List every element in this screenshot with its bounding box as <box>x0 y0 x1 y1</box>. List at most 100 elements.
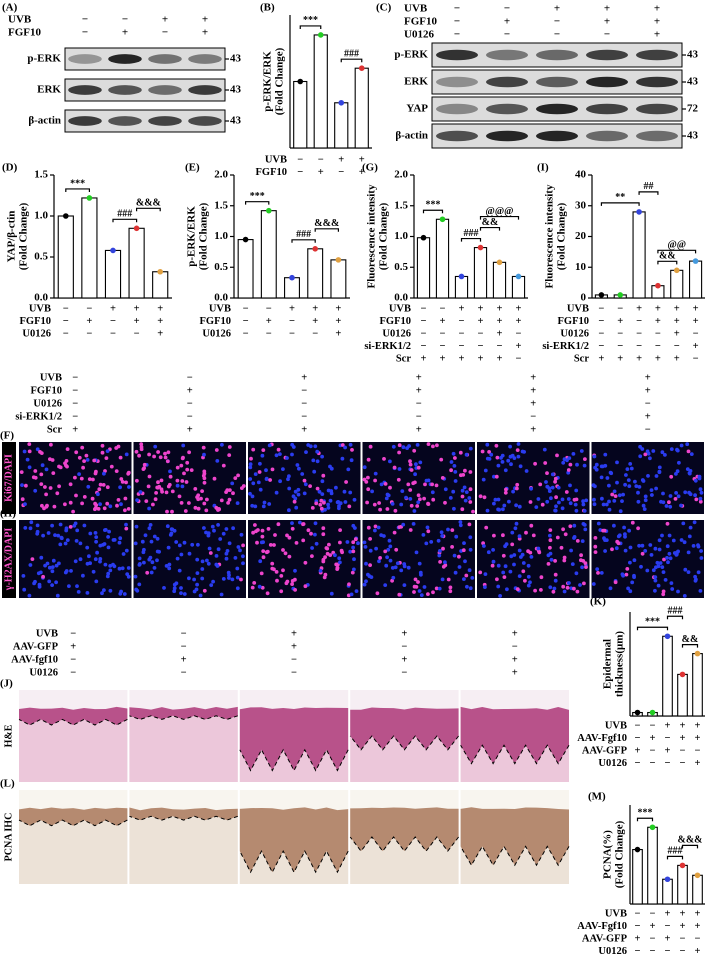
nucleus <box>106 535 110 539</box>
condition-sign: − <box>650 720 656 731</box>
nucleus <box>168 533 173 537</box>
condition-sign: + <box>289 303 295 314</box>
nucleus <box>91 569 96 574</box>
nucleus <box>637 543 641 548</box>
nucleus <box>231 526 236 531</box>
basement-line <box>349 836 459 852</box>
significance-bracket <box>681 644 699 648</box>
nucleus <box>463 498 468 503</box>
nucleus <box>257 470 262 474</box>
nucleus <box>335 500 340 505</box>
blot-band <box>148 116 182 126</box>
nucleus <box>416 493 421 498</box>
nucleus <box>80 501 84 506</box>
y-tick-label: 1.0 <box>214 230 228 242</box>
condition-sign: + <box>693 316 699 327</box>
nucleus <box>292 499 297 504</box>
nucleus <box>646 474 650 478</box>
epidermis <box>19 706 128 725</box>
nucleus <box>462 541 466 545</box>
nucleus <box>583 527 588 532</box>
condition-sign: + <box>335 303 341 314</box>
nucleus <box>177 543 182 548</box>
nucleus <box>434 586 439 591</box>
nucleus <box>20 497 25 502</box>
condition-sign: − <box>289 316 295 327</box>
nucleus <box>102 506 107 511</box>
blot-row-label: p-ERK <box>27 53 61 65</box>
nucleus <box>94 579 99 584</box>
nucleus <box>165 509 169 514</box>
condition-sign: + <box>301 372 307 383</box>
nucleus <box>290 582 294 586</box>
nucleus <box>75 584 79 588</box>
nucleus <box>298 520 302 525</box>
condition-sign: + <box>604 3 610 15</box>
nucleus <box>528 500 533 504</box>
condition-sign: − <box>650 908 656 919</box>
panel-label: (A) <box>2 2 18 14</box>
nucleus <box>581 502 586 507</box>
condition-sign: + <box>122 27 128 39</box>
nucleus <box>185 460 190 465</box>
nucleus <box>272 567 276 572</box>
nucleus <box>321 532 326 537</box>
condition-sign: + <box>478 316 484 327</box>
nucleus <box>549 557 554 562</box>
nucleus <box>515 448 520 452</box>
nucleus <box>218 537 223 541</box>
nucleus <box>163 455 168 460</box>
nucleus <box>71 509 75 514</box>
nucleus <box>412 509 417 513</box>
condition-sign: − <box>635 733 641 744</box>
bar <box>354 67 369 149</box>
nucleus <box>270 467 275 472</box>
nucleus <box>221 531 226 536</box>
condition-sign: − <box>636 316 642 327</box>
nucleus <box>679 443 684 448</box>
y-tick-label: 0.5 <box>394 261 408 273</box>
nucleus <box>333 553 337 558</box>
nucleus <box>195 557 200 562</box>
nucleus <box>55 593 60 598</box>
nucleus <box>92 458 97 463</box>
blot-band <box>436 103 478 115</box>
nucleus <box>221 463 226 468</box>
significance-bracket <box>681 844 699 849</box>
panel-label: (C) <box>376 2 392 14</box>
bar <box>511 275 526 299</box>
basement-line <box>239 850 349 874</box>
nucleus <box>603 452 608 457</box>
condition-sign: − <box>421 303 427 314</box>
nucleus <box>625 567 630 571</box>
nucleus <box>478 494 483 499</box>
nucleus <box>248 465 253 470</box>
condition-sign: − <box>243 328 249 339</box>
nucleus <box>180 479 185 483</box>
nucleus <box>553 508 558 513</box>
nucleus <box>668 504 673 509</box>
nucleus <box>81 465 85 470</box>
nucleus <box>274 490 279 495</box>
nucleus <box>86 484 91 489</box>
nucleus <box>142 462 147 467</box>
nucleus <box>219 592 224 597</box>
nucleus <box>230 481 235 486</box>
nucleus <box>548 585 553 590</box>
nucleus <box>580 539 585 543</box>
nucleus <box>397 592 402 597</box>
bar <box>632 848 643 905</box>
bar-point <box>664 876 671 883</box>
nucleus <box>655 560 660 565</box>
nucleus <box>291 494 296 499</box>
condition-sign: + <box>504 16 510 28</box>
nucleus <box>657 547 662 552</box>
nucleus <box>682 594 687 598</box>
nucleus <box>250 494 255 499</box>
nucleus <box>168 474 173 479</box>
nucleus <box>214 562 219 567</box>
condition-label: U0126 <box>33 398 62 409</box>
nucleus <box>636 526 640 531</box>
nucleus <box>202 480 207 485</box>
nucleus <box>616 534 621 539</box>
